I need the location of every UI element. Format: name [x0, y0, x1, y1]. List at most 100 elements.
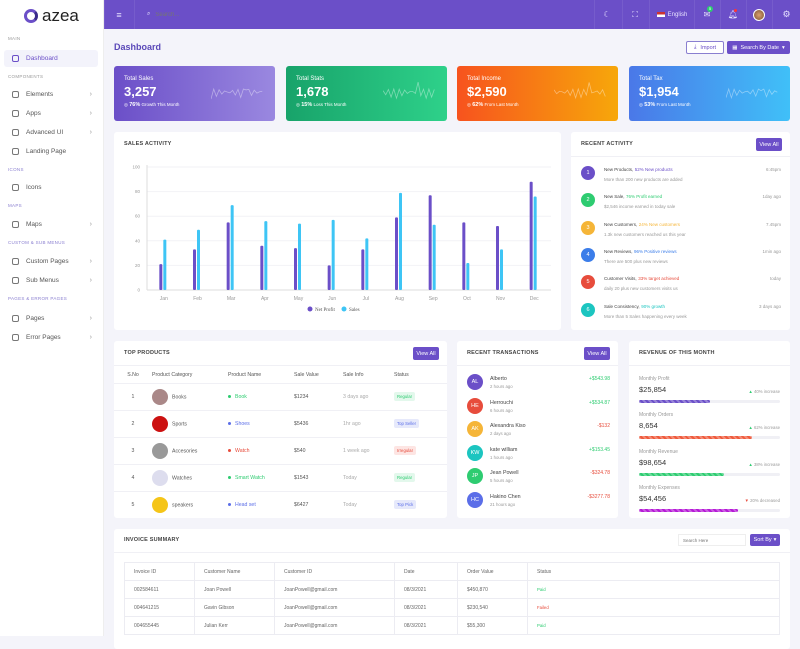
table-row[interactable]: 3 Accesories Watch $540 1 week ago Irregu…	[114, 437, 447, 465]
transaction-item[interactable]: KW kate william 1 hours ago +$153.45	[467, 444, 610, 468]
table-row[interactable]: 004655445 Julian Kerr JoanPowell@gmail.com…	[124, 616, 780, 635]
activity-item[interactable]: 2 New Sale, 76% Profit earned $2,546 inc…	[581, 193, 781, 220]
column-header: Product Category	[152, 365, 228, 384]
invoice-name: Gavin Gibson	[204, 604, 235, 611]
card-title: SALES ACTIVITY	[124, 141, 172, 147]
bar-net-profit-jan[interactable]	[159, 264, 163, 290]
bar-sales-jul[interactable]	[365, 238, 369, 290]
mail-icon[interactable]: ✉ 5	[694, 0, 719, 29]
transaction-item[interactable]: AL Alberto 2 hours ago +$543.98	[467, 374, 610, 397]
sidebar-item-label: Icons	[26, 184, 42, 191]
bar-sales-feb[interactable]	[197, 229, 200, 290]
activity-item[interactable]: 6 Sale Consistency, 90% growth More than…	[581, 302, 781, 330]
transaction-amount: -$132	[597, 423, 610, 429]
sidebar-item-label: Custom Pages	[26, 258, 69, 265]
view-all-button[interactable]: View All	[756, 138, 782, 151]
bar-net-profit-jun[interactable]	[327, 265, 331, 290]
transaction-item[interactable]: HC Hakino Chen 21 hours ago -$3277.78	[467, 491, 610, 515]
bar-net-profit-nov[interactable]	[496, 226, 499, 290]
table-row[interactable]: 1 Books Book $1234 3 days ago Regular	[114, 383, 447, 411]
menu-toggle-icon[interactable]: ≡	[104, 0, 133, 29]
activity-item[interactable]: 3 New Customers, 24% New customers 1.3k …	[581, 220, 781, 248]
settings-gear-icon[interactable]: ⚙	[772, 0, 800, 29]
sidebar-item-advanced-ui[interactable]: Advanced UI ›	[4, 124, 98, 141]
transaction-item[interactable]: JP Jean Powell 5 hours ago -$324.78	[467, 468, 610, 491]
activity-time: 7.45pm	[765, 221, 781, 227]
bar-net-profit-may[interactable]	[294, 248, 297, 290]
bar-sales-oct[interactable]	[466, 262, 470, 290]
bar-net-profit-dec[interactable]	[529, 181, 533, 290]
bar-sales-aug[interactable]	[399, 192, 402, 290]
avatar-initials: JP	[471, 473, 479, 479]
logo[interactable]: azea	[24, 6, 79, 26]
product-image	[152, 443, 168, 459]
serial-number: 3	[131, 448, 135, 454]
bar-sales-nov[interactable]	[500, 249, 503, 290]
transaction-item[interactable]: AK Alexandra Kiso 2 days ago -$132	[467, 421, 610, 444]
activity-highlight: 33% target achieved	[638, 276, 680, 282]
view-all-button[interactable]: View All	[413, 347, 439, 360]
bar-sales-jan[interactable]	[163, 239, 167, 290]
bar-net-profit-apr[interactable]	[260, 245, 264, 290]
fullscreen-icon[interactable]: ⛶	[622, 0, 647, 29]
product-category: Accesories	[172, 448, 198, 455]
bar-sales-dec[interactable]	[533, 196, 537, 290]
table-row[interactable]: 004641215 Gavin Gibson JoanPowell@gmail.co…	[124, 598, 780, 617]
x-tick-label: Jul	[363, 296, 369, 302]
search-by-date-button[interactable]: ▦ Search By Date ▾	[727, 41, 790, 54]
legend-marker	[341, 306, 347, 312]
product-name: Shoes	[235, 421, 250, 427]
search-box[interactable]: ⌕	[134, 0, 254, 29]
bar-net-profit-mar[interactable]	[226, 222, 230, 290]
sidebar-item-elements[interactable]: Elements ›	[4, 86, 98, 103]
table-row[interactable]: 002584611 Joan Powell JoanPowell@gmail.com…	[124, 580, 780, 599]
activity-item[interactable]: 1 New Products, 52% New products More th…	[581, 166, 781, 193]
search-input[interactable]	[155, 11, 246, 18]
bar-net-profit-aug[interactable]	[395, 217, 398, 290]
top-products-card: TOP PRODUCTS View All S.No Product Catego…	[114, 341, 447, 519]
avatar[interactable]	[746, 0, 771, 29]
product-category: Books	[172, 394, 187, 401]
notification-bell-icon[interactable]: 🔔︎	[720, 0, 745, 29]
stat-note: Growth This Month	[141, 102, 180, 107]
sidebar-item-sub-menus[interactable]: Sub Menus ›	[4, 272, 98, 289]
bar-sales-jun[interactable]	[331, 219, 335, 290]
sidebar-item-landing-page[interactable]: Landing Page	[4, 143, 98, 160]
bar-sales-sep[interactable]	[432, 224, 436, 290]
sidebar-section-label: ICONS	[8, 167, 24, 172]
sidebar-item-maps[interactable]: Maps ›	[4, 216, 98, 233]
sort-by-button[interactable]: Sort By ▾	[750, 534, 780, 546]
view-all-button[interactable]: View All	[584, 347, 610, 360]
invoice-search-input[interactable]	[678, 534, 746, 546]
bar-sales-mar[interactable]	[230, 205, 234, 290]
bar-sales-may[interactable]	[298, 223, 301, 290]
table-row[interactable]: 5 speakers Head set $6427 Today Top Pick	[114, 491, 447, 519]
sidebar-item-custom-pages[interactable]: Custom Pages ›	[4, 253, 98, 270]
dark-mode-icon[interactable]: ☾	[594, 0, 619, 29]
sidebar-item-icons[interactable]: Icons	[4, 179, 98, 196]
table-row[interactable]: 4 Watches Smart Watch $1543 Today Regular	[114, 464, 447, 492]
import-button[interactable]: ⤓ Import	[686, 41, 724, 54]
progress-bar	[639, 472, 780, 476]
bar-net-profit-sep[interactable]	[428, 195, 432, 290]
bar-net-profit-jul[interactable]	[361, 249, 365, 290]
status-text: Paid	[537, 586, 546, 592]
bar-net-profit-feb[interactable]	[193, 249, 196, 290]
activity-number: 2	[586, 197, 590, 204]
transaction-item[interactable]: HE Herrouchi 6 hours ago +$534.87	[467, 397, 610, 421]
serial-number: 4	[131, 475, 135, 481]
language-selector[interactable]: English	[649, 0, 694, 29]
sidebar-item-dashboard[interactable]: Dashboard	[4, 50, 98, 67]
sidebar-item-pages[interactable]: Pages ›	[4, 310, 98, 327]
y-tick-label: 0	[137, 288, 140, 293]
stat-note: From Last Month	[484, 102, 519, 107]
table-row[interactable]: 2 Sports Shoes $5436 1hr ago Top Seller	[114, 410, 447, 438]
sidebar-item-apps[interactable]: Apps ›	[4, 105, 98, 122]
activity-item[interactable]: 5 Customer Visits, 33% target achieved d…	[581, 275, 781, 302]
activity-item[interactable]: 4 New Reviews, 96% Positive reviews Ther…	[581, 247, 781, 275]
revenue-label: Monthly Revenue	[639, 448, 678, 455]
bar-net-profit-oct[interactable]	[462, 222, 466, 290]
bar-sales-apr[interactable]	[264, 221, 268, 290]
invoice-name: Julian Kerr	[204, 622, 228, 629]
sidebar-item-error-pages[interactable]: Error Pages ›	[4, 329, 98, 346]
